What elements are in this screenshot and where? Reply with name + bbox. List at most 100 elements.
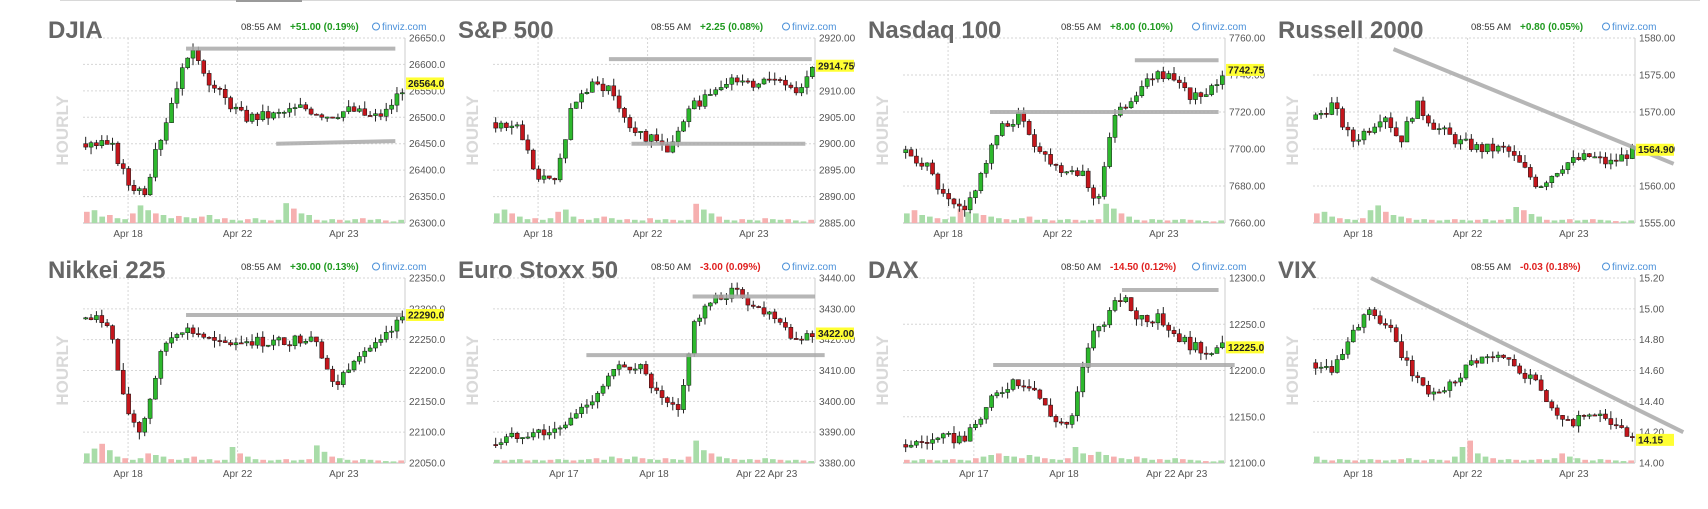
volume-bar (586, 459, 592, 463)
candle-body (1085, 347, 1091, 368)
volume-bar (1490, 458, 1496, 463)
volume-bar (1375, 205, 1381, 223)
candle-body (665, 397, 670, 403)
volume-bar (1149, 459, 1155, 463)
volume-bar (1065, 219, 1071, 223)
y-tick-label: 1555.00 (1639, 219, 1676, 230)
volume-bar (153, 213, 159, 223)
y-tick-label: 7660.00 (1229, 219, 1266, 230)
volume-bar (398, 219, 404, 223)
volume-bar (800, 460, 807, 463)
change-value: +30.00 (0.13%) (290, 262, 359, 273)
y-tick-label: 7760.00 (1229, 34, 1266, 45)
x-tick-label: Apr 18 (933, 229, 963, 240)
volume-bar (1337, 459, 1343, 463)
candle-body (179, 67, 185, 89)
last-price-tag (1226, 63, 1264, 76)
candle-body (394, 93, 400, 106)
candle-body (1388, 324, 1394, 328)
candle-body (265, 344, 271, 347)
candle-body (962, 435, 968, 442)
candle-body (1318, 113, 1324, 116)
volume-bar (329, 219, 335, 223)
candle-body (94, 142, 99, 146)
candle-body (1399, 135, 1404, 143)
volume-bar (1429, 219, 1435, 223)
candle-body (946, 193, 951, 200)
candle-body (1166, 73, 1171, 79)
volume-bar (1590, 219, 1596, 223)
volume-bar (1536, 216, 1542, 223)
y-tick-label: 1560.00 (1639, 182, 1676, 193)
candle-body (281, 337, 287, 345)
candle-body (330, 368, 335, 382)
volume-bar (1452, 456, 1458, 463)
candle-body (1549, 175, 1555, 184)
candle-body (1171, 330, 1177, 334)
candle-body (649, 373, 654, 389)
candle-body (729, 77, 735, 85)
candle-body (793, 338, 799, 340)
candle-body (287, 108, 292, 113)
volume-bar (260, 459, 266, 463)
volume-bar (540, 219, 546, 223)
candle-body (153, 378, 158, 400)
candle-body (772, 311, 778, 319)
candle-body (493, 444, 498, 446)
candle-body (1431, 391, 1437, 395)
candle-body (324, 357, 330, 370)
candle-body (1016, 379, 1021, 387)
volume-bar (176, 459, 182, 463)
volume-bar (314, 445, 320, 463)
volume-bar (1482, 219, 1489, 223)
candle-body (1187, 336, 1193, 351)
candle-body (163, 342, 169, 352)
candle-body (1037, 146, 1043, 152)
volume-bar (390, 461, 397, 463)
candle-body (783, 79, 788, 86)
volume-bar (183, 217, 190, 223)
volume-bar (375, 460, 381, 463)
candle-body (638, 131, 643, 133)
volume-bar (367, 459, 374, 463)
volume-bar (1459, 219, 1466, 223)
candle-body (611, 369, 617, 377)
candle-body (1075, 170, 1080, 176)
y-tick-label: 12150.0 (1229, 412, 1266, 423)
candle-body (935, 437, 941, 440)
volume-bar (160, 456, 167, 463)
candle-body (1528, 374, 1533, 379)
candle-body (946, 433, 951, 435)
candle-body (983, 407, 989, 420)
candle-body (799, 338, 804, 341)
candle-body (1393, 127, 1399, 137)
volume-bar (1337, 218, 1343, 223)
candle-body (1005, 123, 1010, 127)
volume-bar (1620, 461, 1627, 463)
candle-body (1329, 102, 1335, 115)
x-tick-label: Apr 18 (639, 469, 669, 480)
candle-body (1064, 171, 1069, 174)
candle-body (595, 81, 600, 85)
volume-bar (252, 218, 259, 223)
chart-title: DJIA (48, 17, 103, 44)
volume-bar (1406, 458, 1412, 463)
candle-body (1112, 300, 1118, 311)
candle-body (126, 393, 131, 415)
y-tick-label: 12300.0 (1229, 274, 1266, 285)
volume-bar (1088, 219, 1094, 223)
candle-body (734, 287, 740, 290)
candle-body (201, 60, 207, 74)
volume-bar (770, 459, 776, 463)
candle-body (110, 325, 115, 340)
top-border (60, 0, 1700, 1)
candle-body (115, 339, 121, 371)
candle-body (999, 123, 1005, 136)
candle-body (287, 344, 292, 347)
volume-bar (532, 459, 538, 463)
candle-body (579, 93, 584, 103)
volume-bar (321, 451, 328, 463)
volume-bar (1482, 456, 1489, 463)
volume-bar (1203, 221, 1209, 223)
hourly-watermark: HOURLY (873, 95, 892, 166)
